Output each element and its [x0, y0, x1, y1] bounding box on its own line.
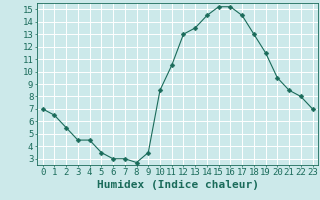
X-axis label: Humidex (Indice chaleur): Humidex (Indice chaleur)	[97, 180, 259, 190]
